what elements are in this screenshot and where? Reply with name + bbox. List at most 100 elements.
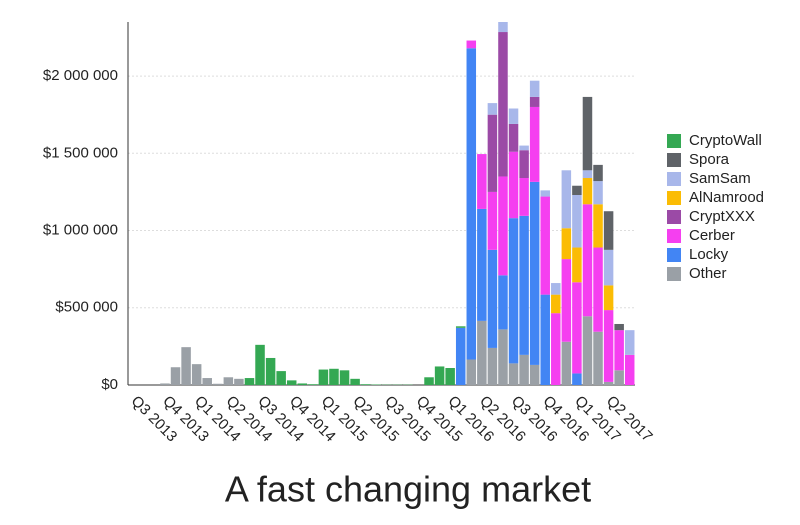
bar-segment (593, 204, 603, 248)
bar-segment (297, 383, 308, 385)
bar-segment (318, 369, 329, 385)
bar-segment (519, 150, 529, 179)
bar-segment (508, 218, 519, 364)
bar-segment (286, 380, 297, 385)
bar-segment (603, 249, 614, 286)
bar-segment (498, 22, 508, 33)
bar-segment (477, 320, 487, 385)
bar-segment (561, 228, 572, 260)
legend-swatch (667, 153, 681, 167)
bar-segment (572, 247, 582, 283)
bar-segment (572, 195, 582, 248)
legend-label: Cerber (689, 227, 735, 244)
legend-swatch (667, 191, 681, 205)
bar-segment (487, 103, 498, 115)
y-tick-label: $2 000 000 (43, 67, 118, 84)
bar-segment (487, 191, 498, 250)
bar-segment (181, 347, 191, 385)
bar-segment (244, 378, 255, 385)
legend-swatch (667, 229, 681, 243)
legend-swatch (667, 172, 681, 186)
bar-segment (561, 341, 572, 385)
bar-segment (529, 96, 540, 107)
legend-swatch (667, 248, 681, 262)
legend-label: Spora (689, 151, 730, 168)
bar-segment (540, 196, 550, 295)
bar-segment (624, 330, 635, 355)
bar-segment (487, 249, 498, 348)
bar-segment (551, 313, 561, 385)
bar-segment (624, 354, 635, 385)
bar-segment (572, 282, 582, 374)
bar-segment (508, 363, 519, 385)
bar-segment (519, 145, 529, 151)
bar-segment (561, 259, 572, 342)
legend-label: CryptoWall (689, 132, 762, 149)
bar-segment (466, 359, 477, 385)
bar-segment (339, 370, 350, 385)
bar-segment (329, 368, 339, 385)
legend-label: SamSam (689, 170, 751, 187)
bar-segment (445, 368, 455, 385)
bar-segment (551, 283, 561, 295)
bar-segment (498, 32, 508, 177)
bar-segment (255, 344, 265, 385)
bar-segment (223, 377, 234, 385)
bar-segment (572, 373, 582, 385)
legend-label: Locky (689, 246, 729, 263)
bar-segment (498, 176, 508, 276)
bar-segment (582, 96, 593, 171)
bar-segment (498, 275, 508, 330)
bar-segment (582, 170, 593, 179)
legend-swatch (667, 267, 681, 281)
bar-segment (519, 354, 529, 385)
bar-segment (170, 367, 181, 385)
bar-segment (593, 247, 603, 332)
bar-segment (234, 378, 244, 385)
y-tick-label: $500 000 (55, 299, 118, 316)
bar-segment (508, 123, 519, 152)
bar-segment (582, 316, 593, 385)
bar-segment (572, 185, 582, 196)
bar-segment (498, 329, 508, 385)
y-tick-label: $0 (101, 376, 118, 393)
bar-segment (529, 80, 540, 97)
bar-segment (540, 294, 550, 385)
bar-segment (424, 377, 434, 385)
bar-segment (477, 208, 487, 321)
bar-segment (582, 178, 593, 205)
bar-segment (529, 106, 540, 182)
bar-segment (434, 366, 445, 385)
bar-segment (477, 154, 487, 209)
legend-label: AlNamrood (689, 189, 764, 206)
bar-segment (603, 381, 614, 385)
bar-segment (265, 357, 276, 385)
bar-segment (487, 114, 498, 192)
legend-label: Other (689, 265, 727, 282)
y-tick-label: $1 000 000 (43, 222, 118, 239)
bar-segment (529, 364, 540, 385)
bar-segment (160, 383, 170, 385)
bar-segment (360, 384, 371, 385)
bar-segment (466, 40, 477, 49)
bar-segment (213, 383, 223, 385)
bar-segment (487, 347, 498, 385)
bar-segment (529, 181, 540, 365)
legend-swatch (667, 210, 681, 224)
bar-segment (455, 326, 466, 328)
legend-label: CryptXXX (689, 208, 755, 225)
bar-segment (603, 310, 614, 382)
bar-segment (540, 190, 550, 197)
bar-segment (614, 323, 624, 331)
bar-segment (603, 285, 614, 311)
bar-segment (519, 178, 529, 216)
bar-segment (308, 384, 318, 385)
bar-segment (191, 364, 202, 385)
bar-segment (593, 181, 603, 205)
chart-title: A fast changing market (225, 469, 591, 510)
bar-segment (582, 204, 593, 317)
y-tick-label: $1 500 000 (43, 144, 118, 161)
bar-segment (202, 378, 212, 385)
bar-segment (519, 215, 529, 355)
bar-segment (508, 151, 519, 219)
